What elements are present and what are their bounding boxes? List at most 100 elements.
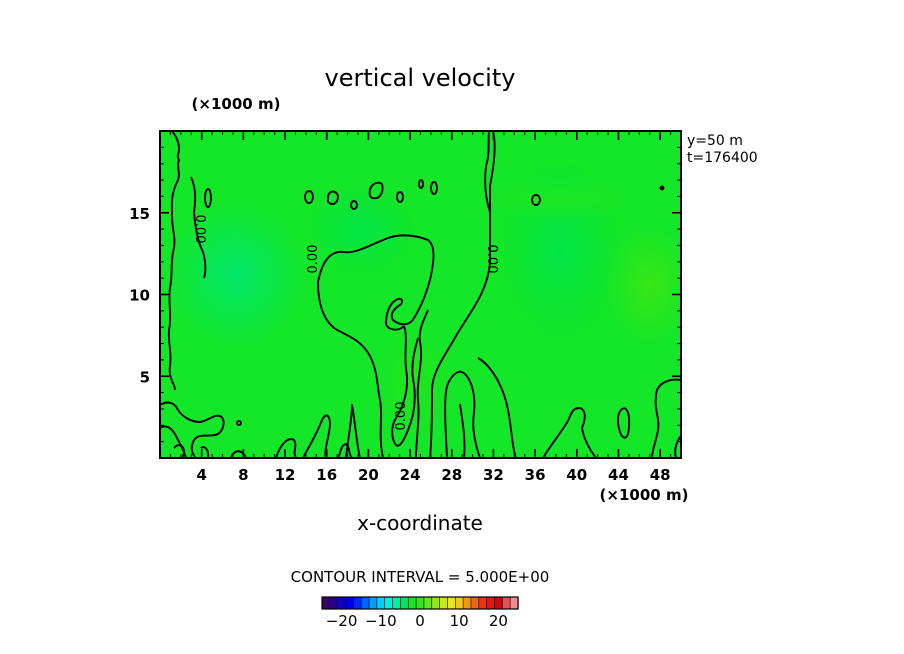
x-axis-title: x-coordinate (357, 511, 483, 535)
x-tick-label: 48 (650, 466, 671, 484)
contour-label: 0.00 (306, 245, 321, 274)
colorbar-swatch (360, 596, 370, 610)
contour-label: 0.00 (484, 245, 499, 274)
x-tick-label: 44 (608, 466, 629, 484)
contour-line (167, 131, 181, 391)
y-tick-label: 5 (140, 368, 150, 386)
x-tick-label: 12 (275, 466, 296, 484)
chart-title: vertical velocity (325, 64, 516, 92)
colorbar-swatch (400, 596, 409, 610)
colorbar (321, 596, 519, 610)
field-low-region-mid (305, 185, 415, 275)
contour-labels: 0.00 0.00 0.00 0.00 (192, 215, 499, 431)
contour-line (459, 403, 466, 458)
colorbar-swatch (486, 596, 496, 610)
colorbar-swatch (321, 596, 331, 610)
contour-interval-label: CONTOUR INTERVAL = 5.000E+00 (291, 568, 550, 586)
x-tick-label: 4 (196, 466, 206, 484)
contour-line (317, 281, 384, 458)
colorbar-swatch (384, 596, 394, 610)
colorbar-swatch (329, 596, 339, 610)
contour-line (396, 191, 404, 203)
y-tick-labels: 5 10 15 (129, 205, 150, 387)
colorbar-swatch (494, 596, 503, 610)
contour-line (430, 181, 438, 195)
colorbar-swatch (470, 596, 480, 610)
colorbar-swatch (447, 596, 456, 610)
colorbar-swatch (423, 596, 433, 610)
contour-line (302, 414, 331, 458)
contour-line (275, 438, 297, 458)
contour-line (444, 370, 481, 458)
y-tick-label: 10 (129, 287, 150, 305)
info-y-position: y=50 m (687, 133, 743, 149)
x-tick-labels: 4 8 12 16 20 24 28 32 36 40 44 48 (196, 466, 670, 484)
contour-line (230, 450, 247, 458)
contour-line (345, 404, 361, 458)
contour-line (477, 357, 517, 458)
colorbar-tick-labels: −20 −10 0 10 20 (326, 612, 508, 630)
colorbar-swatch (454, 596, 464, 610)
contour-line (391, 325, 419, 447)
field-low-region-left (166, 200, 306, 350)
colorbar-swatch (415, 596, 425, 610)
contour-line (651, 378, 681, 458)
x-tick-label: 16 (316, 466, 337, 484)
colorbar-swatch (439, 596, 449, 610)
info-time: t=176400 (687, 150, 758, 166)
contour-line (542, 407, 597, 458)
y-tick-label: 15 (129, 205, 150, 223)
contour-line (190, 176, 207, 279)
y-axis-unit-label: (×1000 m) (192, 95, 281, 113)
field-high-region-top (490, 178, 630, 222)
plot-area: 0.00 0.00 0.00 0.00 (159, 130, 682, 459)
contour-line (327, 190, 339, 205)
x-tick-label: 20 (358, 466, 379, 484)
colorbar-swatch (509, 596, 519, 610)
contour-line (659, 185, 665, 191)
contour-line (350, 200, 358, 210)
colorbar-tick-label: 10 (450, 612, 469, 630)
contour-line (337, 443, 353, 458)
contour-line (204, 188, 212, 208)
colorbar-swatch (431, 596, 441, 610)
contour-line (484, 131, 491, 213)
contour-label: 0.00 (394, 402, 409, 431)
colorbar-tick-label: −10 (365, 612, 397, 630)
colorbar-swatch (368, 596, 378, 610)
colorbar-swatch (462, 596, 472, 610)
colorbar-tick-label: 0 (415, 612, 425, 630)
contour-line (317, 234, 435, 331)
zero-contours (160, 131, 681, 458)
contour-line (415, 309, 429, 458)
colorbar-tick-label: −20 (326, 612, 358, 630)
colorbar-tick-label: 20 (489, 612, 508, 630)
contour-label: 0.00 (192, 215, 207, 244)
contour-line (674, 435, 681, 458)
colorbar-swatch (392, 596, 401, 610)
contour-line (304, 190, 314, 204)
contour-line (236, 420, 242, 426)
field-shading (166, 160, 681, 440)
x-tick-label: 8 (238, 466, 248, 484)
contour-line (616, 407, 631, 439)
x-tick-label: 36 (525, 466, 546, 484)
colorbar-swatch (376, 596, 386, 610)
contour-line (531, 194, 541, 206)
field-high-region-center (375, 320, 455, 440)
contour-line (200, 446, 210, 458)
colorbar-swatch (337, 596, 347, 610)
contour-line (368, 181, 384, 200)
x-tick-label: 28 (441, 466, 462, 484)
x-tick-label: 24 (400, 466, 421, 484)
colorbar-swatch (353, 596, 362, 610)
colorbar-swatch (345, 596, 354, 610)
colorbar-frame (321, 596, 519, 610)
x-axis-unit-label: (×1000 m) (600, 486, 689, 504)
colorbar-swatch (502, 596, 511, 610)
colorbar-swatch (407, 596, 417, 610)
x-tick-label: 40 (566, 466, 587, 484)
contour-line (418, 179, 424, 189)
contour-line (160, 401, 225, 458)
